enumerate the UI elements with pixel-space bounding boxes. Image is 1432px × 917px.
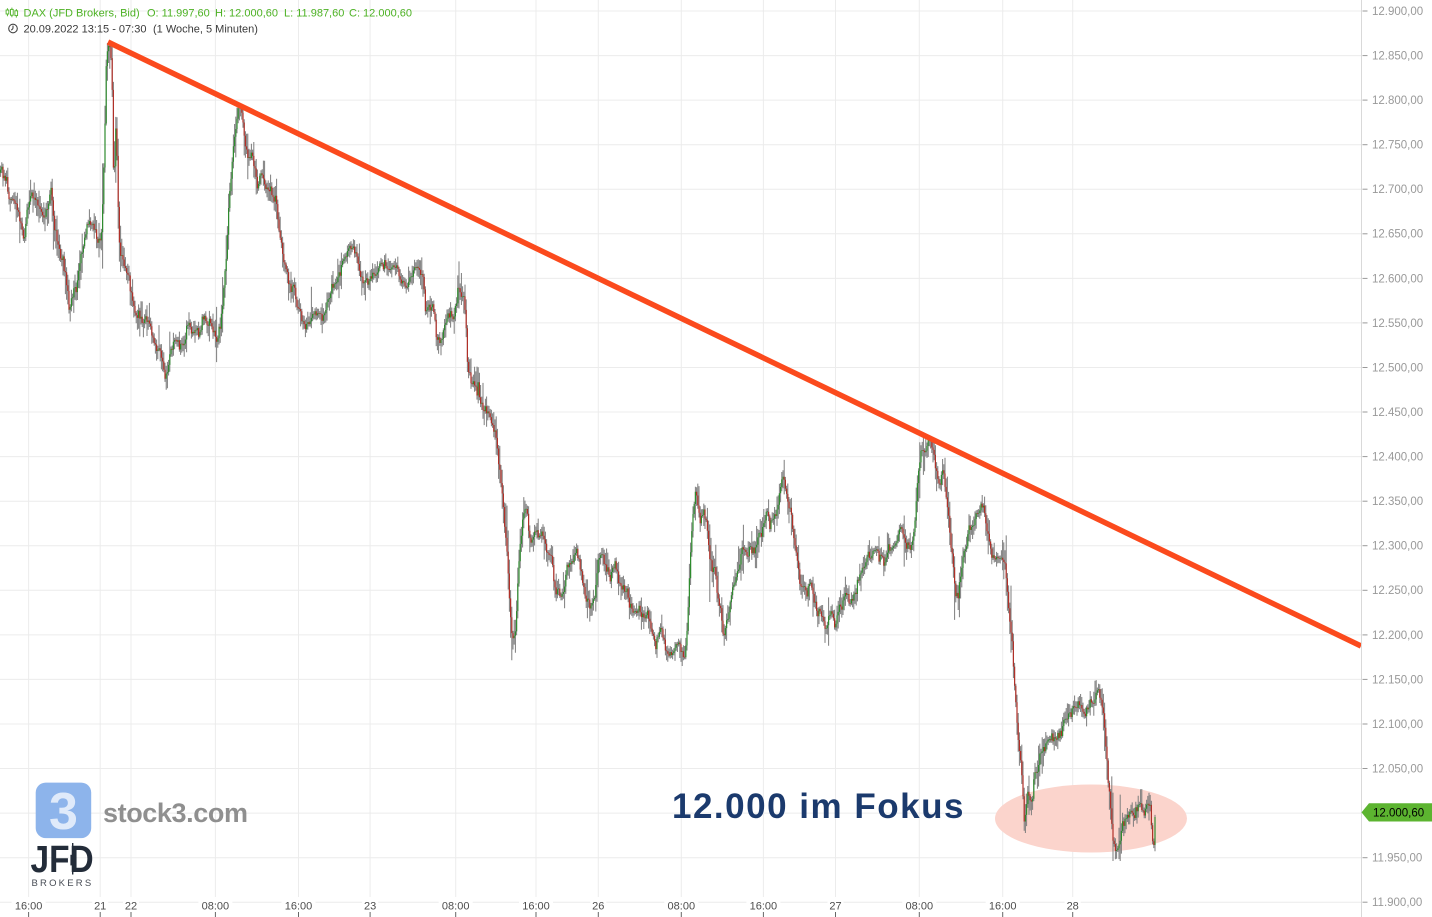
- svg-text:16:00: 16:00: [522, 901, 550, 913]
- svg-text:C: 12.000,60: C: 12.000,60: [349, 8, 412, 20]
- svg-text:JFD: JFD: [31, 838, 94, 880]
- svg-text:12.600,00: 12.600,00: [1372, 273, 1423, 285]
- svg-text:L: 11.987,60: L: 11.987,60: [284, 8, 344, 20]
- svg-text:12.350,00: 12.350,00: [1372, 496, 1423, 508]
- svg-text:12.250,00: 12.250,00: [1372, 585, 1423, 597]
- svg-text:16:00: 16:00: [15, 901, 43, 913]
- svg-text:12.900,00: 12.900,00: [1372, 6, 1423, 18]
- svg-text:27: 27: [829, 901, 841, 913]
- svg-text:DAX (JFD Brokers, Bid): DAX (JFD Brokers, Bid): [24, 8, 140, 20]
- svg-text:O: 11.997,60: O: 11.997,60: [147, 8, 210, 20]
- svg-text:16:00: 16:00: [285, 901, 313, 913]
- svg-text:stock3.com: stock3.com: [103, 798, 248, 828]
- svg-text:12.550,00: 12.550,00: [1372, 318, 1423, 330]
- svg-text:08:00: 08:00: [202, 901, 230, 913]
- svg-text:12.400,00: 12.400,00: [1372, 452, 1423, 464]
- svg-text:BROKERS: BROKERS: [32, 878, 94, 889]
- svg-text:12.000,60: 12.000,60: [1373, 808, 1424, 820]
- svg-text:21: 21: [94, 901, 106, 913]
- svg-text:08:00: 08:00: [668, 901, 696, 913]
- svg-text:22: 22: [125, 901, 137, 913]
- svg-text:08:00: 08:00: [442, 901, 470, 913]
- svg-text:(1 Woche, 5 Minuten): (1 Woche, 5 Minuten): [153, 24, 258, 36]
- svg-text:12.450,00: 12.450,00: [1372, 407, 1423, 419]
- svg-text:23: 23: [364, 901, 376, 913]
- svg-text:11.900,00: 11.900,00: [1372, 897, 1422, 909]
- svg-text:16:00: 16:00: [750, 901, 778, 913]
- svg-text:12.050,00: 12.050,00: [1372, 763, 1423, 775]
- svg-text:08:00: 08:00: [906, 901, 934, 913]
- svg-text:12.100,00: 12.100,00: [1372, 719, 1423, 731]
- svg-text:11.950,00: 11.950,00: [1372, 853, 1422, 865]
- svg-text:12.850,00: 12.850,00: [1372, 51, 1423, 63]
- svg-text:12.150,00: 12.150,00: [1372, 674, 1423, 686]
- svg-text:H: 12.000,60: H: 12.000,60: [215, 8, 278, 20]
- svg-text:3: 3: [49, 783, 78, 841]
- svg-text:12.800,00: 12.800,00: [1372, 95, 1423, 107]
- svg-text:12.200,00: 12.200,00: [1372, 630, 1423, 642]
- svg-text:12.650,00: 12.650,00: [1372, 229, 1423, 241]
- svg-text:12.300,00: 12.300,00: [1372, 541, 1423, 553]
- svg-text:12.750,00: 12.750,00: [1372, 140, 1423, 152]
- svg-text:26: 26: [592, 901, 604, 913]
- svg-text:12.500,00: 12.500,00: [1372, 362, 1423, 374]
- svg-text:28: 28: [1067, 901, 1079, 913]
- svg-text:12.700,00: 12.700,00: [1372, 184, 1423, 196]
- svg-text:12.000 im Fokus: 12.000 im Fokus: [672, 787, 965, 826]
- svg-text:20.09.2022 13:15 - 07:30: 20.09.2022 13:15 - 07:30: [24, 24, 147, 36]
- svg-text:16:00: 16:00: [989, 901, 1017, 913]
